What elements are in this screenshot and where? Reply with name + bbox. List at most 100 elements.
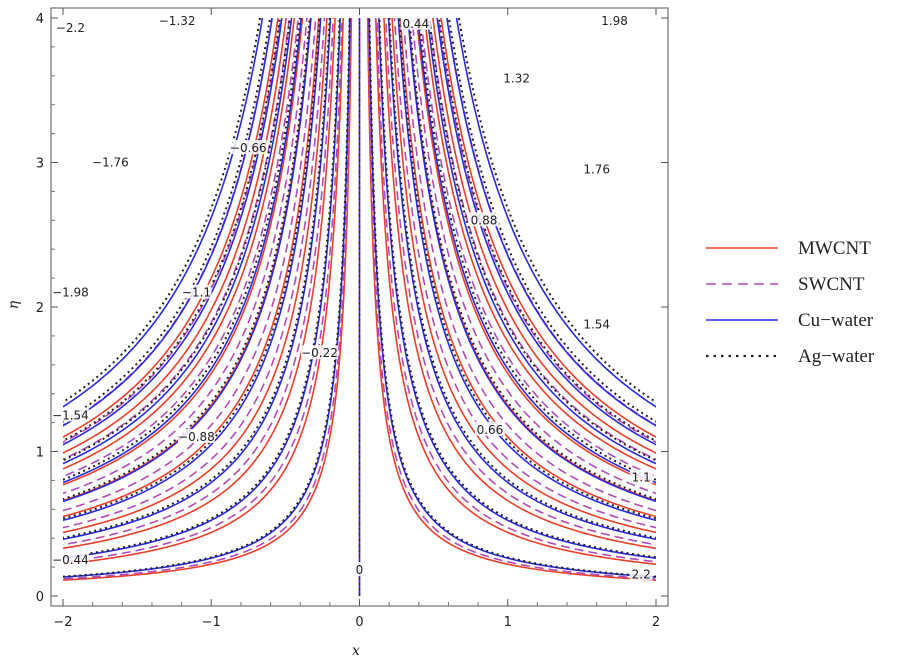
contour-cuwater-12 (378, 18, 656, 559)
contour-label-bg (55, 20, 86, 35)
contour-label-bg (300, 345, 338, 360)
x-axis-title: x (352, 643, 360, 659)
contour-label-bg (352, 561, 367, 576)
y-tick-label: 4 (36, 12, 44, 27)
contour-agwater-19 (447, 18, 656, 423)
contour-agwater-13 (388, 18, 656, 539)
contour-cuwater-4 (63, 18, 303, 484)
contour-label: 1.98 (601, 14, 628, 28)
x-tick-label: 1 (504, 615, 512, 630)
contour-label-bg (229, 140, 267, 155)
contour-agwater-17 (428, 18, 656, 462)
x-tick-label: −1 (202, 615, 221, 630)
contour-mwcnt-3 (63, 18, 304, 486)
contour-label-bg (51, 407, 89, 422)
contour-mwcnt-19 (432, 18, 656, 454)
contour-swcnt-15 (402, 18, 656, 512)
contour-swcnt-19 (437, 18, 656, 444)
contour-cuwater-20 (455, 18, 656, 408)
contour-label: 1.1 (632, 471, 651, 485)
x-tick-label: 0 (355, 615, 363, 630)
contour-swcnt-5 (63, 18, 317, 512)
contour-cuwater-11 (368, 18, 656, 578)
contour-label-bg (629, 469, 653, 484)
contour-swcnt-18 (428, 18, 656, 461)
y-tick-label: 3 (36, 157, 44, 172)
contour-cuwater-1 (63, 18, 273, 427)
contour-mwcnt-8 (63, 18, 344, 566)
y-axis-title: η (6, 300, 22, 309)
contour-label: 1.54 (583, 317, 610, 331)
contour-agwater-9 (63, 18, 351, 578)
contour-cuwater-16 (416, 18, 656, 484)
contour-label-bg (400, 15, 431, 30)
contour-cuwater-9 (63, 18, 351, 578)
contour-cuwater-13 (387, 18, 656, 541)
contour-label-bg (177, 429, 215, 444)
contour-mwcnt-7 (63, 18, 336, 550)
legend-label: SWCNT (798, 274, 865, 295)
contour-cuwater-14 (397, 18, 656, 522)
contour-label: −1.54 (52, 408, 89, 422)
contour-cuwater-18 (436, 18, 656, 446)
contour-label-bg (469, 212, 500, 227)
contour-label: −0.66 (230, 141, 267, 155)
contour-agwater-3 (63, 18, 291, 462)
contour-agwater-20 (457, 18, 656, 404)
contour-agwater-5 (63, 18, 311, 501)
contour-label: −1.1 (182, 286, 211, 300)
x-tick-label: 2 (652, 615, 660, 630)
contour-swcnt-6 (63, 18, 326, 529)
contour-mwcnt-12 (375, 18, 656, 566)
contour-swcnt-7 (63, 18, 334, 546)
contour-swcnt-11 (367, 18, 656, 580)
contour-cuwater-19 (446, 18, 656, 427)
contour-swcnt-16 (411, 18, 656, 495)
contour-cuwater-15 (407, 18, 656, 503)
contour-label-bg (474, 421, 505, 436)
contour-label-bg (501, 70, 532, 85)
contour-label: 0.44 (402, 17, 429, 31)
contour-swcnt-12 (376, 18, 656, 563)
contour-swcnt-17 (420, 18, 656, 478)
contour-label: −0.22 (301, 346, 338, 360)
y-tick-label: 2 (36, 301, 44, 316)
contour-label: −1.98 (52, 286, 89, 300)
contour-mwcnt-13 (383, 18, 656, 550)
contour-label: −1.32 (159, 14, 196, 28)
contour-label-bg (158, 12, 196, 27)
contour-cuwater-3 (63, 18, 293, 465)
contour-agwater-15 (408, 18, 656, 501)
contour-swcnt-13 (385, 18, 656, 546)
contour-cuwater-5 (63, 18, 312, 503)
contour-label-bg (581, 161, 612, 176)
contour-mwcnt-9 (63, 18, 353, 581)
contour-swcnt-4 (63, 18, 308, 495)
legend-label: Cu−water (798, 310, 874, 331)
contour-agwater-1 (63, 18, 272, 423)
contour-agwater-0 (63, 18, 262, 404)
contour-label: −1.76 (92, 156, 129, 170)
contour-cuwater-7 (63, 18, 332, 541)
y-tick-label: 0 (36, 590, 44, 605)
contour-swcnt-3 (63, 18, 299, 478)
axis-ticks: −2 −1 0 1 2 0 1 2 3 4 (36, 8, 668, 630)
contour-cuwater-2 (63, 18, 283, 446)
contour-label: 0.66 (477, 423, 504, 437)
contour-swcnt-8 (63, 18, 343, 563)
contour-label: −0.88 (178, 430, 215, 444)
contour-label-bg (629, 566, 653, 581)
contour-label-bg (581, 316, 612, 331)
contour-mwcnt-11 (366, 18, 656, 581)
contour-agwater-7 (63, 18, 331, 539)
contour-label-bg (181, 284, 212, 299)
contour-mwcnt-1 (63, 18, 287, 454)
contour-mwcnt-14 (391, 18, 656, 534)
x-tick-label: −2 (53, 615, 72, 630)
contour-swcnt-9 (63, 18, 352, 580)
contour-mwcnt-6 (63, 18, 328, 534)
contour-label: 0 (356, 563, 364, 577)
contour-cuwater-17 (426, 18, 656, 465)
contour-mwcnt-17 (415, 18, 656, 486)
contour-curves (63, 18, 656, 596)
